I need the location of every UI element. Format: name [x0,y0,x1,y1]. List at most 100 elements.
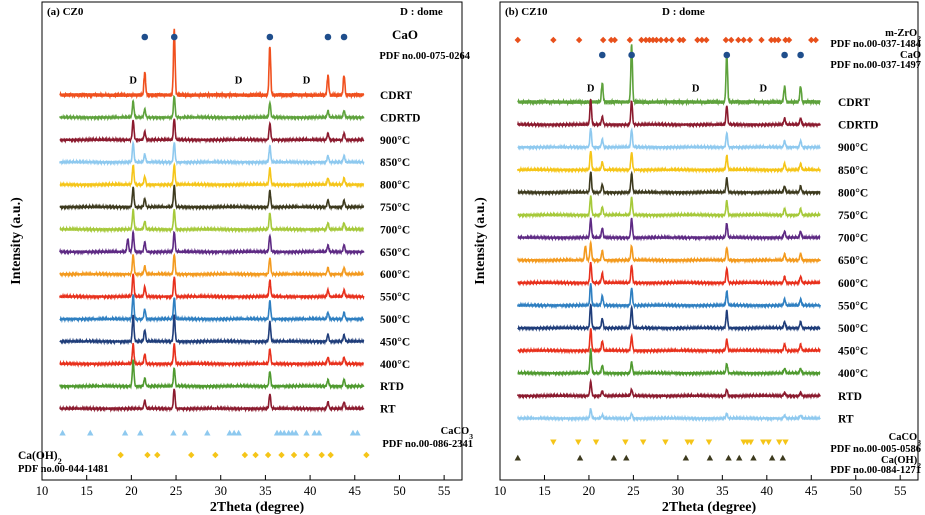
ref-marker [785,36,793,44]
series-line [517,170,821,197]
ref-marker [626,36,634,44]
series-label: RT [380,404,396,416]
ref-marker [771,36,779,44]
series-line [59,94,365,122]
xrd-series: 750°C [59,184,410,214]
ref-marker [760,439,767,446]
ref-marker [638,36,645,44]
dome-label: D [303,75,311,86]
xrd-series: 650°C [517,239,868,267]
ref-marker [121,429,129,436]
series-line [517,408,821,423]
dome-label: D [759,84,767,95]
series-label: 900°C [380,135,410,147]
y-axis-label: Intensity (a.u.) [473,197,488,285]
ref-marker [682,454,690,461]
series-label: 400°C [838,368,868,380]
x-tick-label: 10 [494,484,507,498]
series-line [517,239,821,265]
series-line [517,195,821,220]
xrd-series: 500°C [517,303,868,335]
ref-marker [311,429,318,436]
ref-marker [698,36,706,44]
reference-label: Ca(OH)2 [881,455,921,470]
ref-marker [663,36,670,44]
ref-marker [808,36,815,44]
series-line [59,184,365,212]
ref-marker [649,36,657,44]
x-tick-label: 25 [627,484,640,498]
y-axis-label: Intensity (a.u.) [9,197,24,285]
series-label: CDRTD [838,120,879,132]
xrd-series: CDRT [59,28,413,102]
ref-marker [776,439,783,446]
ref-marker [241,451,249,459]
ref-marker [303,429,310,436]
xrd-series: 700°C [517,217,868,245]
dome-note: D : dome [662,6,705,18]
ref-marker [639,439,647,446]
xrd-series: 500°C [59,293,410,326]
ref-marker [623,454,630,461]
ref-marker [728,36,735,44]
series-label: 550°C [838,300,868,312]
xrd-series: CDRTD D D D [59,75,421,124]
ref-marker [592,439,600,446]
ref-marker [676,36,683,44]
series-line [517,217,821,242]
dome-label: D [587,84,595,95]
x-tick-label: 55 [438,484,451,498]
xrd-series: RTD [517,378,862,403]
x-axis-label: 2Theta (degree) [662,500,757,515]
ref-marker [212,451,219,459]
x-tick-label: 30 [672,484,685,498]
ref-marker [315,429,323,436]
x-tick-label: 40 [304,484,317,498]
ref-marker [290,451,298,459]
x-tick-label: 35 [716,484,729,498]
xrd-series: 450°C [517,328,868,358]
ref-marker [550,439,557,446]
xrd-series: 900°C [517,127,868,154]
ref-marker [782,36,789,44]
ref-marker [622,439,629,446]
ref-marker [758,36,765,44]
ref-marker [607,36,615,44]
xrd-series: 850°C [59,139,410,169]
ref-marker [722,36,730,44]
ref-marker [188,451,195,459]
series-label: 600°C [838,278,868,290]
ref-marker [782,439,789,446]
xrd-series: 450°C [59,314,410,348]
ref-marker [797,51,804,59]
panel-cz0: (a) CZ0 D : dome 10 15 20 25 30 35 40 45 50 55 2Thet… [9,1,473,515]
xrd-series: 900°C [59,118,410,147]
xrd-series: 850°C [517,150,868,177]
series-line [59,229,365,256]
series-label: 500°C [380,314,410,326]
plot-frame [499,1,919,481]
ref-marker [514,454,521,461]
series-label: RTD [838,391,862,403]
ref-marker [694,36,701,44]
ref-marker [668,36,675,44]
series-line [59,342,364,368]
series-label: 650°C [380,247,410,259]
ref-marker [725,454,732,461]
dome-label: D [692,84,700,95]
series-label: 900°C [838,142,868,154]
x-tick-label: 20 [583,484,596,498]
series-label: CDRT [838,97,871,109]
series-label: RTD [380,381,404,393]
ref-marker [278,451,285,459]
ref-marker [642,36,650,44]
reference-label: CaO [392,27,418,42]
series-label: 650°C [838,255,868,267]
ref-marker [598,51,606,59]
x-tick-label: 55 [894,484,907,498]
series-line [59,162,365,189]
ref-marker [154,451,161,459]
series-line [517,348,821,378]
